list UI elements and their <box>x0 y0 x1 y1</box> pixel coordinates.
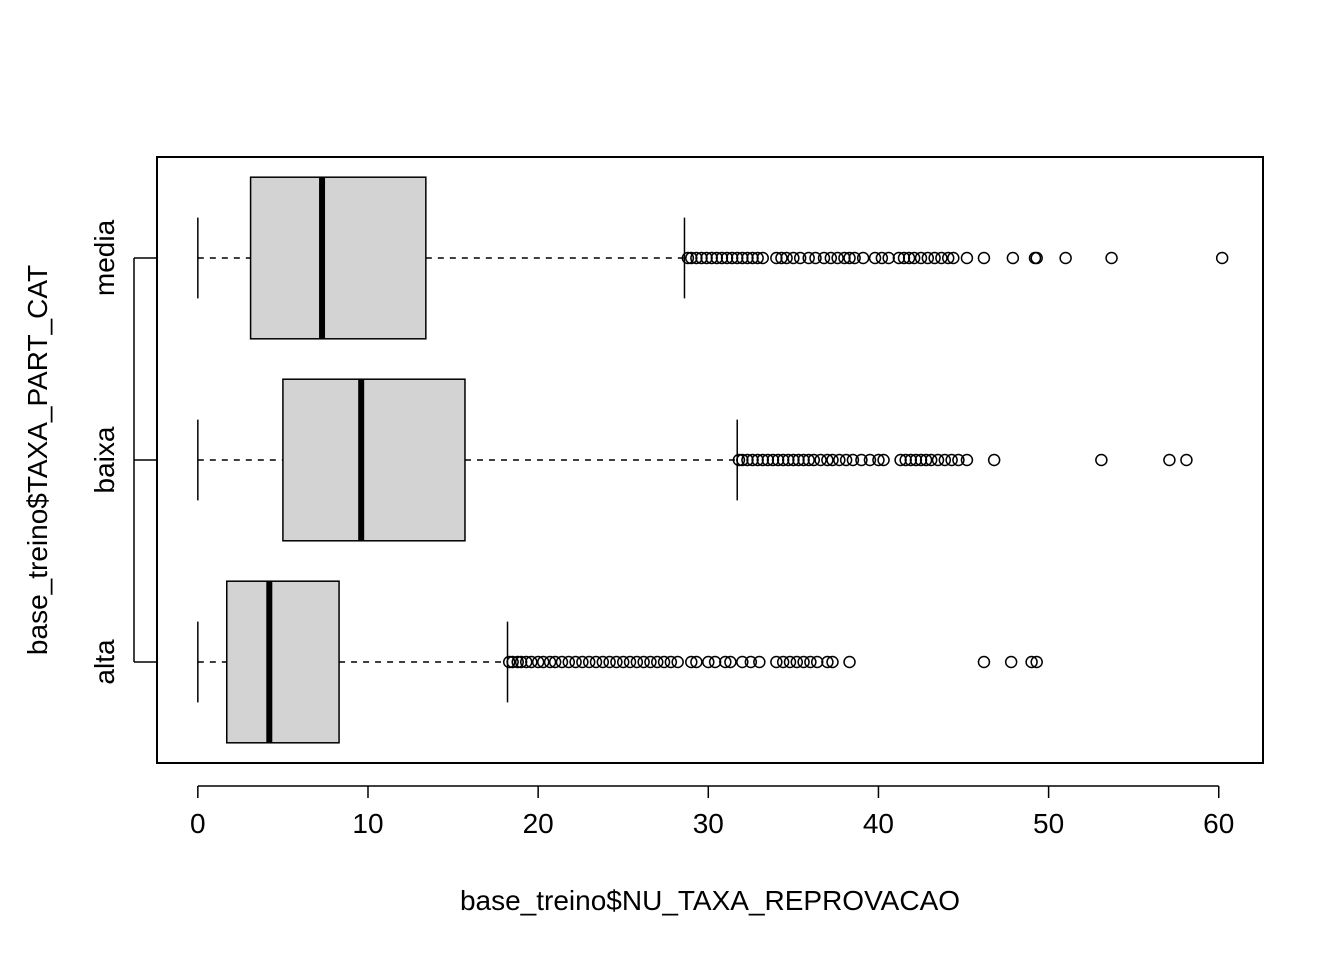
y-tick-label-media: media <box>89 219 120 296</box>
y-tick-label-alta: alta <box>89 639 120 685</box>
y-tick-label-baixa: baixa <box>89 426 120 493</box>
outlier-point <box>672 657 683 668</box>
outlier-point <box>978 253 989 264</box>
outlier-point <box>1007 253 1018 264</box>
outlier-point <box>1164 455 1175 466</box>
outlier-point <box>1106 253 1117 264</box>
outlier-point <box>961 253 972 264</box>
outlier-point <box>883 253 894 264</box>
outlier-point <box>710 657 721 668</box>
x-axis-title: base_treino$NU_TAXA_REPROVACAO <box>460 885 960 916</box>
outlier-point <box>1096 455 1107 466</box>
outlier-point <box>1217 253 1228 264</box>
box-series-group <box>198 177 1228 743</box>
y-axis-title: base_treino$TAXA_PART_CAT <box>22 265 53 655</box>
outlier-point <box>812 657 823 668</box>
x-tick-label: 0 <box>190 808 206 839</box>
box-baixa <box>283 379 465 541</box>
box-group-baixa <box>198 379 1192 541</box>
outlier-point <box>1060 253 1071 264</box>
outlier-point <box>961 455 972 466</box>
x-tick-label: 10 <box>352 808 383 839</box>
y-axis: alta baixa media <box>89 219 157 684</box>
box-alta <box>227 581 339 743</box>
outlier-point <box>978 657 989 668</box>
x-tick-label: 50 <box>1033 808 1064 839</box>
outlier-point <box>1181 455 1192 466</box>
x-axis: 0 10 20 30 40 50 60 <box>190 786 1234 839</box>
outlier-point <box>844 657 855 668</box>
x-tick-label: 20 <box>523 808 554 839</box>
outlier-point <box>858 253 869 264</box>
outlier-point <box>754 657 765 668</box>
x-tick-label: 60 <box>1203 808 1234 839</box>
x-tick-label: 30 <box>693 808 724 839</box>
box-media <box>251 177 426 339</box>
box-group-alta <box>198 581 1042 743</box>
outlier-point <box>989 455 1000 466</box>
x-tick-label: 40 <box>863 808 894 839</box>
outlier-point <box>1006 657 1017 668</box>
box-group-media <box>198 177 1228 339</box>
